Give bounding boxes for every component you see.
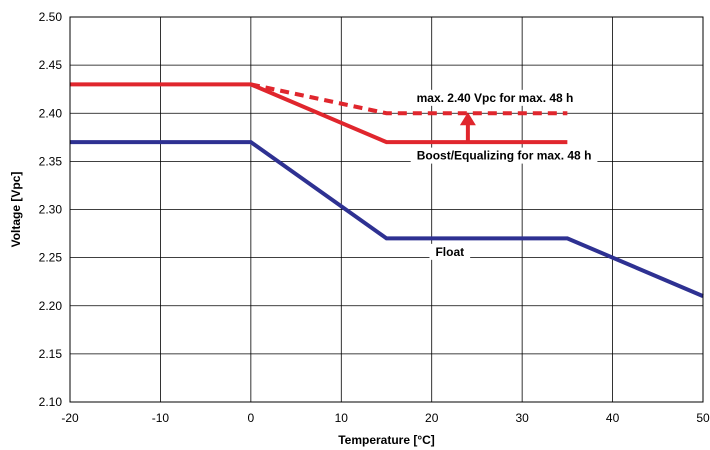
y-tick-label: 2.25 — [39, 251, 63, 265]
annotation-label: Boost/Equalizing for max. 48 h — [417, 149, 592, 163]
y-tick-label: 2.20 — [39, 299, 63, 313]
y-tick-label: 2.30 — [39, 203, 63, 217]
series-line-boost — [70, 82, 568, 145]
plot-area-frame — [69, 16, 704, 403]
y-axis-title: Voltage [Vpc] — [9, 172, 23, 248]
y-tick-label: 2.50 — [39, 10, 63, 24]
x-tick-label: 40 — [606, 411, 620, 425]
y-tick-label: 2.45 — [39, 58, 63, 72]
x-tick-label: 20 — [425, 411, 439, 425]
series-group — [70, 82, 704, 298]
y-tick-label: 2.10 — [39, 395, 63, 409]
annotation-boost: Boost/Equalizing for max. 48 h — [410, 147, 598, 164]
y-tick-label: 2.40 — [39, 106, 63, 120]
annotations-group: max. 2.40 Vpc for max. 48 h Boost/Equaliz… — [410, 89, 598, 260]
y-tick-label: 2.35 — [39, 154, 63, 168]
y-tick-label: 2.15 — [39, 347, 63, 361]
annotation-max240: max. 2.40 Vpc for max. 48 h — [410, 89, 580, 106]
annotation-background — [410, 147, 598, 164]
x-tick-label: -10 — [152, 411, 170, 425]
x-tick-label: 10 — [335, 411, 349, 425]
x-tick-label: 0 — [248, 411, 255, 425]
x-axis-title: Temperature [°C] — [338, 433, 435, 447]
annotation-label: Float — [435, 245, 464, 259]
tick-labels: -20 -10 0 10 20 30 40 50 2.10 2.15 2.20 2.25 2.30 2.3… — [39, 10, 710, 425]
annotation-label: max. 2.40 Vpc for max. 48 h — [417, 91, 574, 105]
annotation-float: Float — [429, 243, 471, 260]
series-line-max240 — [250, 82, 568, 116]
x-tick-label: -20 — [61, 411, 79, 425]
arrow-head — [459, 112, 476, 126]
annotation-background — [429, 243, 471, 260]
x-tick-label: 30 — [515, 411, 529, 425]
annotation-background — [410, 89, 580, 106]
grid — [69, 16, 704, 403]
series-line-float — [70, 140, 704, 298]
x-tick-label: 50 — [696, 411, 710, 425]
